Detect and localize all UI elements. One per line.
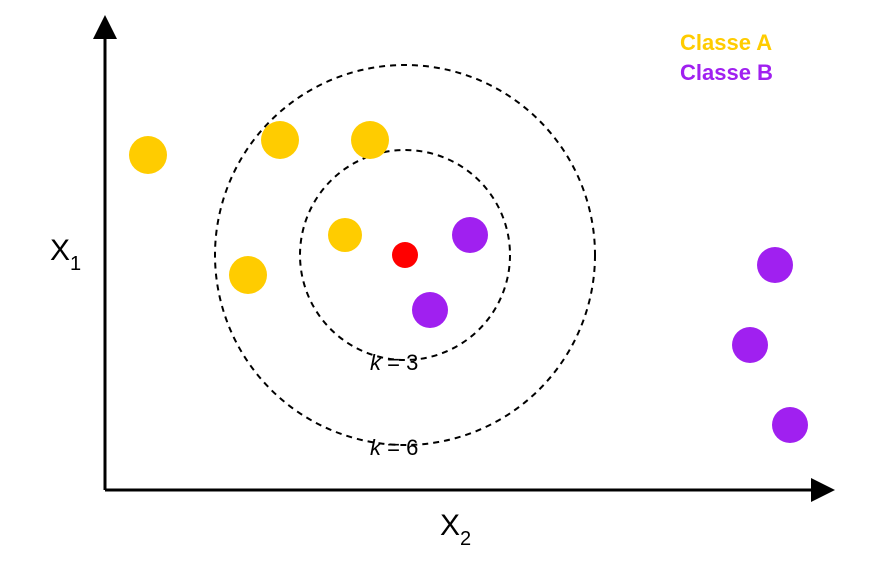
class-b-point [772,407,808,443]
chart-svg: k = 3 k = 6 X1 X2 Classe A Classe B [0,0,893,565]
class-b-point [732,327,768,363]
k-labels: k = 3 k = 6 [370,350,418,460]
y-axis-label: X1 [50,234,81,275]
k-label: k = 3 [370,350,418,375]
legend: Classe A Classe B [680,30,773,85]
class-a-point [351,121,389,159]
y-axis [93,15,117,490]
class-a-point [328,218,362,252]
class-a-point [229,256,267,294]
class-a-point [261,121,299,159]
class-b-point [757,247,793,283]
legend-class-a: Classe A [680,30,772,55]
query-point [392,242,418,268]
k-label: k = 6 [370,435,418,460]
x-axis [105,478,835,502]
legend-class-b: Classe B [680,60,773,85]
class-a-points [129,121,389,294]
class-b-point [452,217,488,253]
x-axis-label: X2 [440,509,471,550]
class-a-point [129,136,167,174]
class-b-points [412,217,808,443]
knn-diagram: k = 3 k = 6 X1 X2 Classe A Classe B [0,0,893,565]
class-b-point [412,292,448,328]
